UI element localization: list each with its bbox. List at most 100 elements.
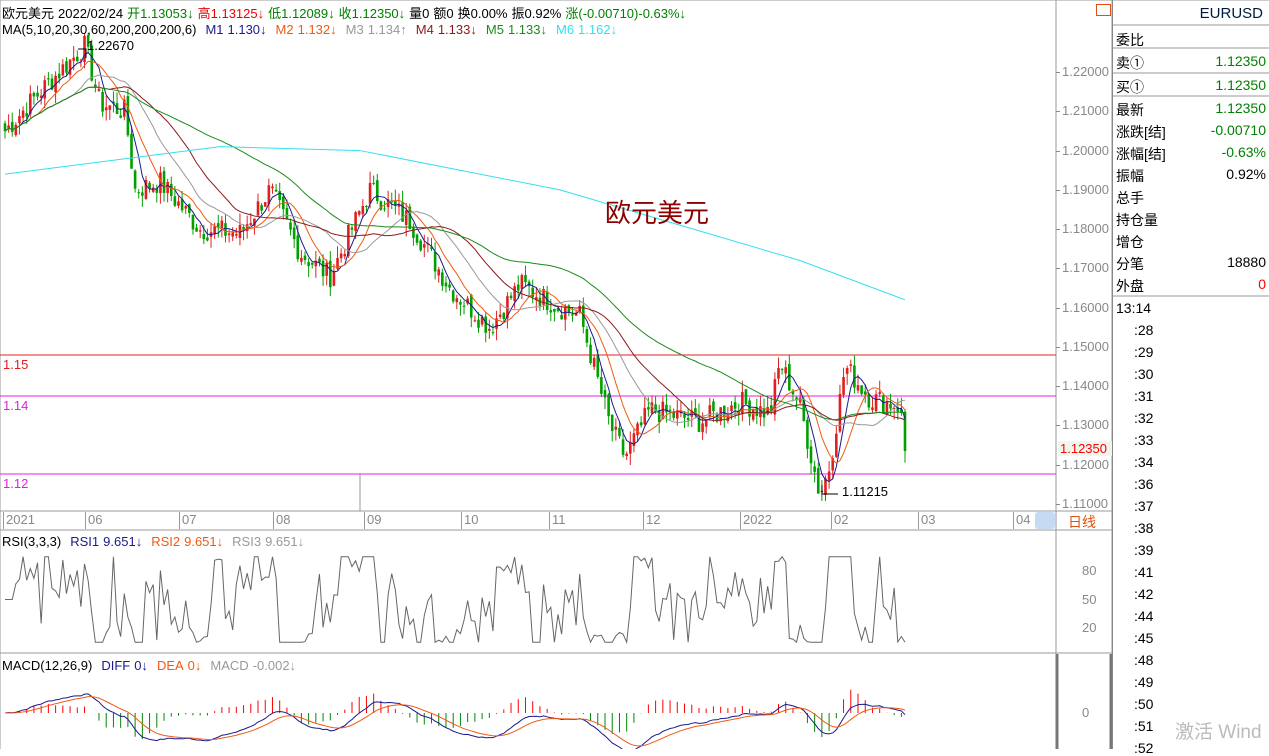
candle bbox=[444, 276, 448, 293]
candle-body bbox=[675, 410, 679, 419]
last-price-tag: 1.12350 bbox=[1058, 441, 1112, 456]
candle-body bbox=[759, 406, 762, 418]
candle-body bbox=[415, 234, 419, 243]
candle bbox=[343, 249, 347, 260]
candle-body bbox=[50, 78, 54, 90]
candle-body bbox=[629, 442, 632, 454]
candle bbox=[238, 213, 242, 246]
candle bbox=[198, 225, 202, 239]
window-toggle-icon[interactable] bbox=[1096, 4, 1111, 16]
candle bbox=[675, 399, 679, 426]
candle bbox=[809, 439, 813, 475]
candle-body bbox=[777, 367, 780, 379]
candle bbox=[657, 404, 661, 434]
quote-row-value: 1.12350 bbox=[1215, 77, 1266, 93]
candle-body bbox=[473, 320, 477, 322]
candle-body bbox=[336, 257, 339, 269]
quote-row: 振幅 0.92% bbox=[1116, 163, 1266, 185]
candle-body bbox=[701, 423, 704, 433]
candle-body bbox=[292, 227, 296, 240]
candle bbox=[267, 178, 271, 212]
candle-body bbox=[477, 319, 480, 328]
tick-time: :39 bbox=[1134, 542, 1154, 558]
candle-body bbox=[516, 284, 520, 291]
quote-row-label: 最新 bbox=[1116, 102, 1144, 118]
candle bbox=[206, 228, 209, 242]
candle-body bbox=[437, 269, 441, 276]
candle bbox=[195, 223, 198, 232]
macd-legend-value: 0↓ bbox=[187, 658, 202, 673]
candle-body bbox=[849, 364, 853, 366]
hline-label-115: 1.15 bbox=[3, 357, 29, 372]
hline-label-114: 1.14 bbox=[3, 398, 29, 413]
candle-body bbox=[144, 179, 148, 199]
candle-body bbox=[278, 191, 281, 201]
candle bbox=[383, 200, 386, 212]
ma-legend-item: M4 bbox=[415, 22, 434, 37]
candle-body bbox=[202, 234, 206, 240]
candle bbox=[849, 359, 853, 373]
volume: 量0 bbox=[409, 6, 430, 21]
scroll-handle[interactable] bbox=[1035, 512, 1055, 529]
candle-body bbox=[386, 199, 390, 208]
candle-body bbox=[339, 253, 343, 259]
candle-body bbox=[220, 220, 224, 229]
candle bbox=[524, 265, 527, 288]
candle bbox=[209, 222, 213, 248]
candle-body bbox=[639, 422, 643, 426]
time-tick: 02 bbox=[831, 512, 848, 529]
quote-row-value: -0.00710 bbox=[1210, 122, 1266, 138]
candle-body bbox=[784, 367, 788, 374]
turnover: 换0.00% bbox=[457, 6, 508, 21]
candle bbox=[466, 295, 469, 306]
candle-body bbox=[368, 182, 372, 204]
activation-watermark: 激活 Wind bbox=[1175, 722, 1262, 743]
high-value: 1.13125↓ bbox=[210, 6, 265, 21]
candle-body bbox=[506, 296, 509, 319]
candle-body bbox=[632, 433, 636, 446]
candle-body bbox=[542, 288, 545, 305]
candle-body bbox=[809, 446, 813, 464]
candle-body bbox=[484, 316, 488, 333]
candle-body bbox=[7, 125, 10, 129]
candle-body bbox=[289, 222, 292, 230]
candle-body bbox=[509, 295, 513, 299]
candle bbox=[502, 312, 506, 324]
candle-body bbox=[513, 286, 516, 301]
tick-time: :51 bbox=[1134, 718, 1154, 734]
candle-body bbox=[860, 385, 863, 394]
tick-time: :29 bbox=[1134, 344, 1154, 360]
candle-body bbox=[788, 364, 791, 391]
candle-body bbox=[853, 365, 856, 388]
candle-body bbox=[741, 391, 744, 415]
candle-body bbox=[625, 453, 628, 457]
candle bbox=[665, 393, 668, 423]
candle bbox=[600, 368, 603, 398]
candle-body bbox=[672, 411, 675, 418]
candle bbox=[379, 200, 383, 212]
quote-row: 分笔 18880 bbox=[1116, 251, 1266, 273]
rsi-tick-50: 50 bbox=[1082, 592, 1097, 607]
period-label[interactable]: 日线 bbox=[1068, 514, 1096, 530]
candle-body bbox=[462, 305, 466, 307]
quote-row-label: 委比 bbox=[1116, 32, 1144, 48]
candle bbox=[180, 190, 184, 213]
candle-body bbox=[589, 344, 592, 364]
candle bbox=[516, 275, 520, 300]
candle-body bbox=[25, 113, 28, 117]
candle-body bbox=[560, 314, 563, 320]
candle-body bbox=[469, 294, 473, 318]
candle-body bbox=[773, 379, 777, 415]
candle-body bbox=[256, 201, 260, 216]
quote-row-label: 总手 bbox=[1116, 190, 1144, 206]
candle bbox=[90, 39, 94, 82]
candles bbox=[3, 32, 907, 501]
candle-body bbox=[618, 427, 621, 437]
ma-legend-item: M5 bbox=[485, 22, 504, 37]
quote-row-value: 0.92% bbox=[1226, 166, 1266, 182]
candle-body bbox=[137, 192, 141, 194]
candle bbox=[3, 120, 7, 139]
candle bbox=[75, 50, 79, 62]
candle-body bbox=[347, 224, 350, 257]
